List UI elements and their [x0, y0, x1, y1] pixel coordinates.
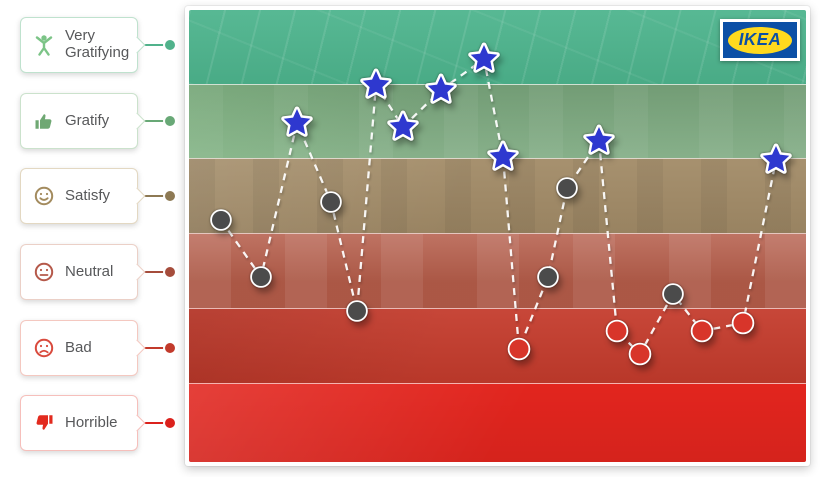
data-point-circle-dark	[662, 283, 684, 305]
data-point-circle-red	[507, 337, 531, 361]
ikea-logo-text: IKEA	[738, 29, 782, 50]
band-very-gratifying	[189, 10, 806, 84]
level-card-satisfy: Satisfy	[20, 168, 146, 224]
trend-dashed-line	[220, 57, 778, 356]
level-label: Gratify	[65, 111, 110, 129]
data-point-star	[583, 124, 615, 155]
level-card-very-gratifying: Very Gratifying	[20, 17, 146, 73]
data-point-star	[425, 73, 457, 104]
data-point-circle-dark	[537, 266, 559, 288]
data-point-star	[281, 106, 313, 137]
sad-face-icon	[33, 337, 55, 359]
ikea-logo: IKEA	[720, 19, 800, 61]
level-card-horrible: Horrible	[20, 395, 146, 451]
data-point-circle-red	[605, 319, 629, 343]
connector-line	[138, 347, 165, 349]
data-point-star	[760, 143, 792, 174]
connector-line	[138, 422, 165, 424]
level-row-very-gratifying: Very Gratifying	[20, 17, 175, 73]
data-point-circle-red	[690, 319, 714, 343]
cheering-person-icon	[33, 34, 55, 56]
neutral-face-icon	[33, 261, 55, 283]
level-row-gratify: Gratify	[20, 93, 175, 149]
trend-plot	[210, 42, 792, 366]
satisfaction-chart: IKEA	[185, 6, 810, 466]
connector-line	[138, 120, 165, 122]
connector-line	[138, 271, 165, 273]
level-label: Very Gratifying	[65, 27, 130, 61]
level-label: Neutral	[65, 262, 114, 280]
level-row-satisfy: Satisfy	[20, 168, 175, 224]
band-horrible	[189, 383, 806, 462]
level-row-bad: Bad	[20, 320, 175, 376]
rating-bands	[189, 10, 806, 462]
level-row-horrible: Horrible	[20, 395, 175, 451]
band-neutral	[189, 233, 806, 308]
level-row-neutral: Neutral	[20, 244, 175, 300]
data-point-circle-dark	[210, 209, 232, 231]
data-point-circle-dark	[320, 191, 342, 213]
data-point-star	[360, 68, 392, 99]
data-point-circle-dark	[346, 300, 368, 322]
level-label: Horrible	[65, 413, 118, 431]
level-label: Satisfy	[65, 186, 111, 204]
card-pointer	[128, 36, 146, 54]
data-point-star	[468, 42, 500, 73]
smiley-face-icon	[33, 185, 55, 207]
ikea-logo-field: IKEA	[723, 22, 797, 58]
data-point-star	[387, 110, 419, 141]
connector-dot	[165, 418, 175, 428]
connector-dot	[165, 116, 175, 126]
data-point-circle-red	[628, 342, 652, 366]
data-point-circle-dark	[556, 177, 578, 199]
data-point-star	[487, 140, 519, 171]
connector-line	[138, 195, 165, 197]
connector-dot	[165, 40, 175, 50]
connector-dot	[165, 267, 175, 277]
chart-plot-area: IKEA	[189, 10, 806, 462]
card-pointer	[128, 187, 146, 205]
card-pointer	[128, 112, 146, 130]
data-point-circle-dark	[250, 266, 272, 288]
thumbs-up-icon	[33, 110, 55, 132]
ikea-logo-ellipse: IKEA	[728, 26, 792, 54]
data-point-circle-red	[731, 311, 755, 335]
thumbs-down-icon	[33, 412, 55, 434]
card-pointer	[128, 414, 146, 432]
level-card-bad: Bad	[20, 320, 146, 376]
level-card-gratify: Gratify	[20, 93, 146, 149]
connector-line	[138, 44, 165, 46]
connector-dot	[165, 343, 175, 353]
level-label: Bad	[65, 338, 92, 356]
connector-dot	[165, 191, 175, 201]
card-pointer	[128, 263, 146, 281]
level-card-neutral: Neutral	[20, 244, 146, 300]
card-pointer	[128, 339, 146, 357]
